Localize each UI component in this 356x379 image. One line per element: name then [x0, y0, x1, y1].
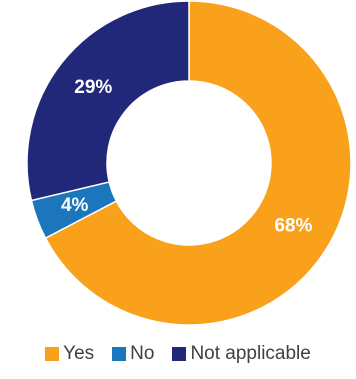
- legend-swatch-not-applicable: [172, 347, 187, 361]
- chart-legend: Yes No Not applicable: [0, 340, 356, 368]
- legend-item-no: No: [112, 343, 154, 365]
- legend-item-not-applicable: Not applicable: [172, 343, 311, 365]
- slice-not-applicable: [26, 0, 190, 202]
- legend-swatch-no: [112, 347, 127, 361]
- legend-label-yes: Yes: [63, 343, 95, 364]
- donut-chart-svg: 68% 4% 29%: [26, 0, 352, 326]
- slice-label-not-applicable: 29%: [74, 77, 112, 98]
- legend-label-not-applicable: Not applicable: [190, 343, 311, 364]
- legend-item-yes: Yes: [45, 343, 94, 365]
- slice-yes: [44, 0, 352, 326]
- legend-swatch-yes: [45, 347, 60, 361]
- legend-label-no: No: [130, 343, 155, 364]
- slice-label-yes: 68%: [274, 216, 312, 237]
- slice-label-no: 4%: [61, 195, 89, 216]
